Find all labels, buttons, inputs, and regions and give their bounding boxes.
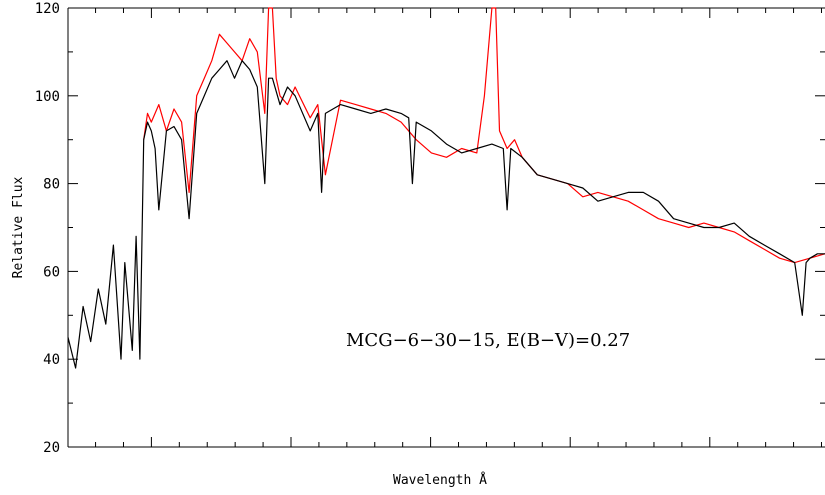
y-tick-label: 20 bbox=[43, 440, 60, 456]
y-tick-label: 60 bbox=[43, 264, 60, 280]
y-tick-label: 80 bbox=[43, 177, 60, 193]
series-line bbox=[67, 60, 825, 369]
plot-axes bbox=[67, 7, 825, 448]
x-axis-label: Wavelength Å bbox=[393, 472, 487, 488]
series-line bbox=[143, 7, 825, 264]
y-tick-labels: 20 40 60 80 100 120 bbox=[35, 1, 60, 456]
y-tick-label: 40 bbox=[43, 352, 60, 368]
series-lines bbox=[67, 7, 825, 369]
y-tick-label: 120 bbox=[35, 1, 60, 17]
chart-annotation: MCG−6−30−15, E(B−V)=0.27 bbox=[346, 330, 630, 351]
y-axis-label: Relative Flux bbox=[11, 176, 26, 278]
y-tick-label: 100 bbox=[35, 89, 60, 105]
